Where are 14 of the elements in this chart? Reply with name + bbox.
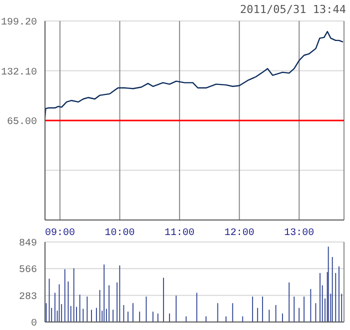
- x-tick-label: 12:00: [224, 228, 254, 240]
- y-tick-label: 0: [30, 318, 37, 330]
- y-tick-label: 566: [18, 265, 37, 276]
- y-tick-label: 65.00: [6, 117, 37, 128]
- chart-title: 2011/05/31 13:44: [240, 3, 346, 16]
- line-series: [45, 30, 344, 118]
- x-tick-label: 11:00: [164, 228, 195, 240]
- y-tick-label: 849: [18, 238, 37, 250]
- y-tick-label: 283: [18, 292, 37, 303]
- x-tick-label: 09:00: [44, 228, 75, 240]
- x-tick-label: 10:00: [104, 228, 135, 240]
- y-tick-label: 199.20: [0, 18, 37, 29]
- x-tick-label: 13:00: [284, 228, 314, 240]
- y-tick-label: 132.10: [0, 67, 37, 78]
